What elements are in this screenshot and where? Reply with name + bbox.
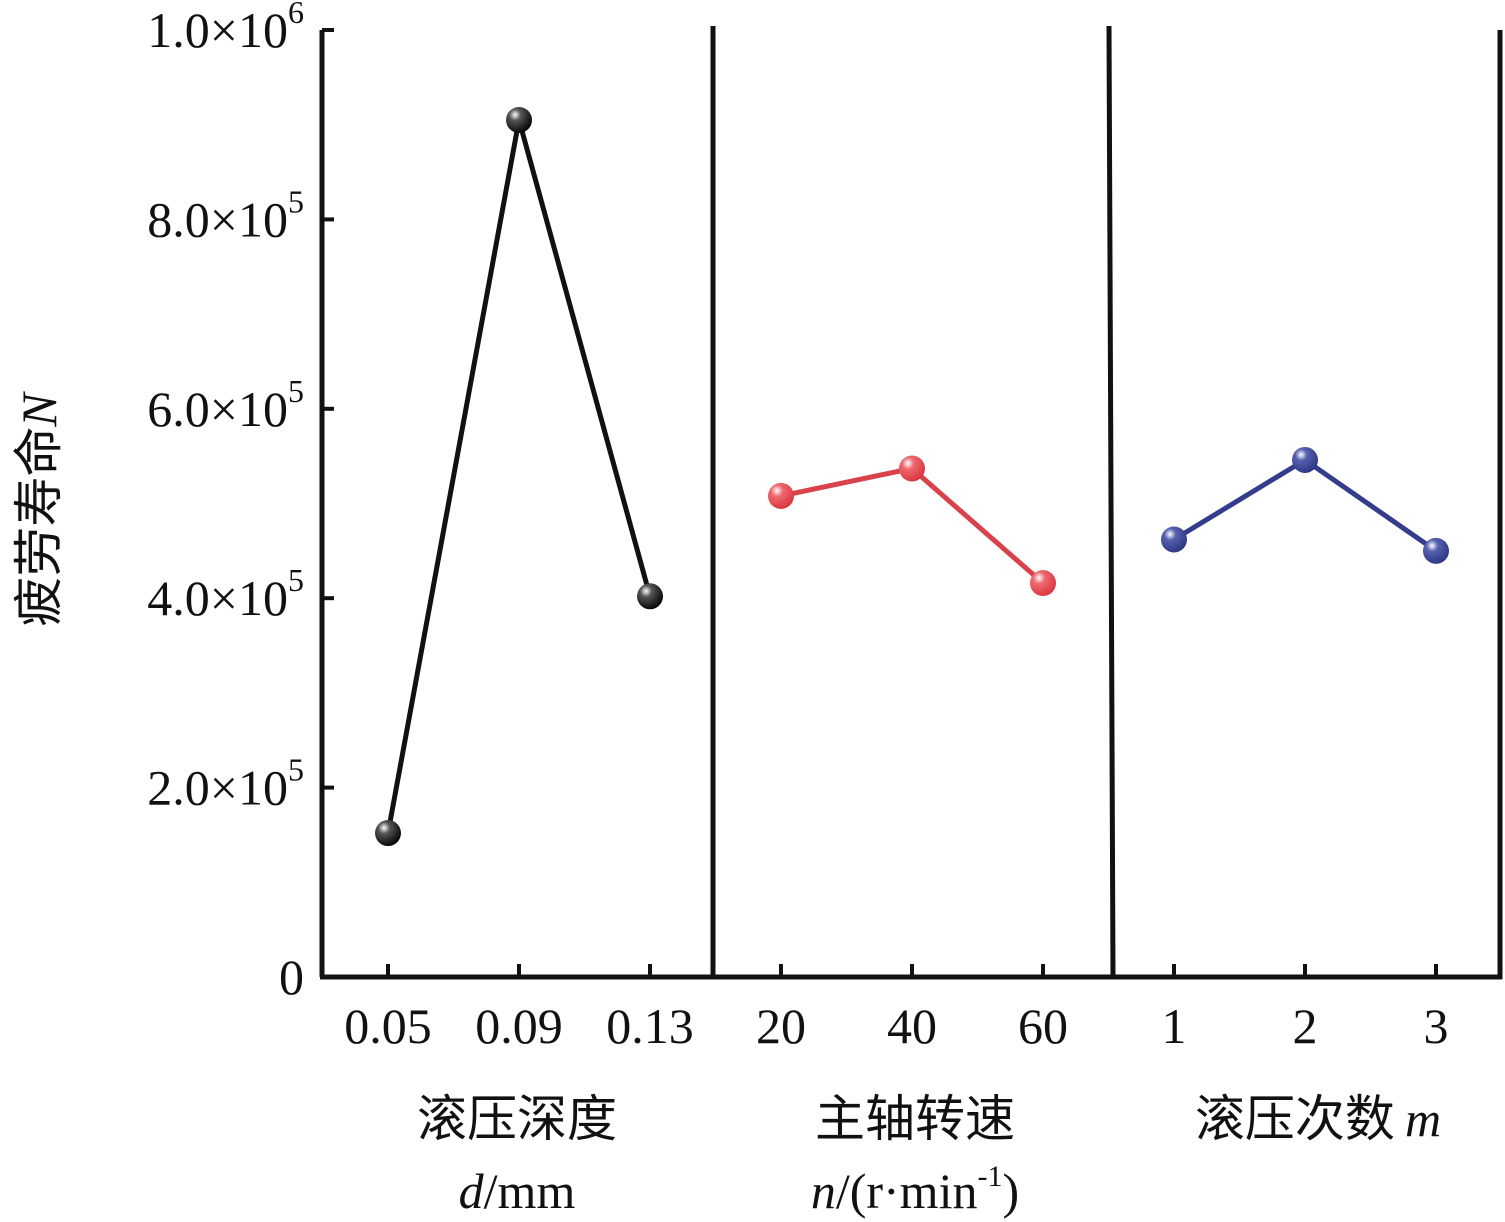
y-tick-exponent: 6	[288, 0, 304, 30]
y-tick-label: 6.0×105	[147, 373, 304, 437]
data-point	[1292, 446, 1318, 473]
xlabel-panel-2-line1: 主轴转速	[815, 1091, 1015, 1147]
y-tick-label: 0	[279, 949, 304, 1005]
y-tick-exponent: 5	[288, 183, 304, 219]
data-point	[1030, 570, 1056, 597]
y-axis-title-symbol: N	[11, 391, 67, 428]
xlabel-panel-3-symbol: m	[1405, 1091, 1441, 1147]
xlabel-panel-2-symbol: n	[811, 1163, 836, 1219]
data-point	[506, 106, 532, 133]
panel-separator-2	[1106, 25, 1116, 978]
x-tick-label: 0.05	[344, 998, 432, 1054]
x-tick-label: 0.13	[606, 998, 694, 1054]
y-axis-title: 疲劳寿命N	[11, 391, 67, 627]
xlabel-panel-2-sup: -1	[977, 1160, 1002, 1193]
series-line	[385, 119, 653, 834]
y-tick-mantissa: 6.0×10	[147, 381, 288, 437]
xlabel-panel-1-line2: d/mm	[459, 1163, 576, 1219]
y-tick-label: 1.0×106	[147, 0, 304, 58]
data-point	[375, 820, 401, 847]
x-tick-label: 1	[1162, 998, 1187, 1054]
y-tick-mantissa: 1.0×10	[147, 2, 288, 58]
x-tick-label: 0.09	[475, 998, 563, 1054]
x-tick-label: 20	[756, 998, 806, 1054]
y-tick-mantissa: 2.0×10	[147, 760, 288, 816]
xlabel-panel-3-chinese: 滚压次数	[1195, 1091, 1395, 1147]
xlabel-panel-2-end: )	[1002, 1163, 1019, 1219]
series-line	[780, 465, 1045, 585]
x-tick-label: 2	[1293, 998, 1318, 1054]
y-tick-exponent: 5	[288, 752, 304, 788]
series-line	[1172, 456, 1438, 553]
xlabel-panel-2-unit: /(r·min	[836, 1163, 978, 1219]
y-tick-mantissa: 8.0×10	[147, 191, 288, 247]
y-tick-exponent: 5	[288, 562, 304, 598]
xlabel-panel-1-symbol: d	[459, 1163, 485, 1219]
data-point	[1423, 537, 1449, 564]
y-tick-mantissa: 0	[279, 949, 304, 1005]
xlabel-panel-1-line1: 滚压深度	[417, 1091, 617, 1147]
x-tick-label: 3	[1424, 998, 1449, 1054]
y-tick-mantissa: 4.0×10	[147, 570, 288, 626]
y-axis-title-chinese: 疲劳寿命	[11, 427, 67, 627]
x-tick-label: 40	[887, 998, 937, 1054]
panels: 0.05 0.09 0.13 20 40 60 1 2 3	[344, 106, 1449, 1054]
y-tick-exponent: 5	[288, 373, 304, 409]
y-tick-label: 2.0×105	[147, 752, 304, 816]
xlabel-panel-2-line2: n/(r·min-1)	[811, 1160, 1019, 1219]
data-point	[768, 482, 794, 509]
data-point	[1161, 526, 1187, 553]
data-point	[899, 455, 925, 482]
xlabel-panel-3: 滚压次数 m	[1195, 1091, 1441, 1147]
data-point	[637, 583, 663, 610]
xlabel-panel-1-unit: /mm	[484, 1163, 576, 1219]
x-tick-label: 60	[1018, 998, 1068, 1054]
y-tick-label: 8.0×105	[147, 183, 304, 247]
y-tick-label: 4.0×105	[147, 562, 304, 626]
